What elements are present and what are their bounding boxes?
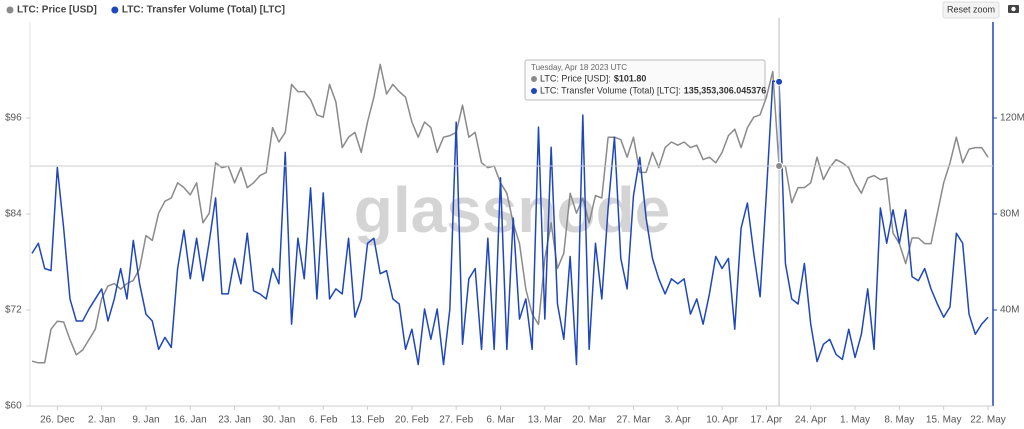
plot: 26. Dec 2. Jan 9. Jan 16. Jan 23. Jan 30. Jan… [5, 63, 1024, 426]
hover-marker [775, 77, 784, 86]
x-tick-label: 6. Mar [486, 415, 515, 426]
x-tick-label: 23. Jan [218, 415, 251, 426]
y-tick-label: $72 [5, 305, 22, 316]
x-tick-label: 17. Apr [751, 415, 783, 426]
legend-label: LTC: Price [USD] [17, 5, 97, 16]
y2-tick-label: 80M [1000, 209, 1019, 220]
series-line [31, 80, 989, 366]
legend: LTC: Price [USD] LTC: Transfer Volume (To… [6, 5, 285, 16]
tooltip-value: $101.80 [614, 73, 647, 83]
x-tick-label: 3. Apr [665, 415, 692, 426]
reset-button[interactable]: Reset zoom [942, 1, 1000, 19]
tooltip-swatch [531, 88, 537, 94]
x-tick-label: 15. May [926, 415, 962, 426]
tooltip-label: LTC: Price [USD]: [540, 73, 611, 83]
camera-icon[interactable] [1008, 5, 1019, 13]
tooltip-label: LTC: Transfer Volume (Total) [LTC]: [540, 85, 681, 95]
x-tick-label: 16. Jan [174, 415, 207, 426]
legend-swatch [111, 6, 119, 14]
x-tick-label: 20. Feb [395, 415, 429, 426]
x-tick-label: 24. Apr [795, 415, 827, 426]
x-tick-label: 30. Jan [263, 415, 296, 426]
legend-label: LTC: Transfer Volume (Total) [LTC] [122, 5, 285, 16]
tooltip-swatch [531, 76, 537, 82]
x-tick-label: 26. Dec [40, 415, 74, 426]
hover-marker [775, 162, 784, 170]
x-tick-label: 22. May [970, 415, 1006, 426]
x-tick-label: 9. Jan [132, 415, 159, 426]
camera-lens[interactable] [1011, 6, 1016, 12]
x-tick-label: 13. Mar [528, 415, 563, 426]
y-tick-label: $84 [5, 209, 22, 220]
y2-tick-label: 120M [1000, 113, 1024, 124]
x-tick-label: 2. Jan [88, 415, 115, 426]
reset-button-box[interactable] [942, 1, 1000, 19]
tooltip-title: Tuesday, Apr 18 2023 UTC [531, 63, 627, 72]
tooltip-box [524, 59, 766, 101]
x-tick-label: 8. May [884, 415, 914, 426]
y-tick-label: $96 [5, 113, 22, 124]
x-tick-label: 20. Mar [572, 415, 607, 426]
x-tick-label: 27. Feb [439, 415, 473, 426]
x-tick-label: 13. Feb [351, 415, 385, 426]
reset-button-label[interactable]: Reset zoom [947, 4, 995, 14]
tooltip-value: 135,353,306.045376 [684, 85, 767, 95]
x-tick-label: 6. Feb [309, 415, 338, 426]
y-tick-label: $60 [5, 401, 22, 412]
y2-tick-label: 40M [1000, 305, 1019, 316]
x-tick-label: 1. May [840, 415, 870, 426]
x-tick-label: 10. Apr [706, 415, 738, 426]
series-line [31, 63, 989, 364]
legend-swatch [6, 6, 14, 14]
x-tick-label: 27. Mar [617, 415, 652, 426]
